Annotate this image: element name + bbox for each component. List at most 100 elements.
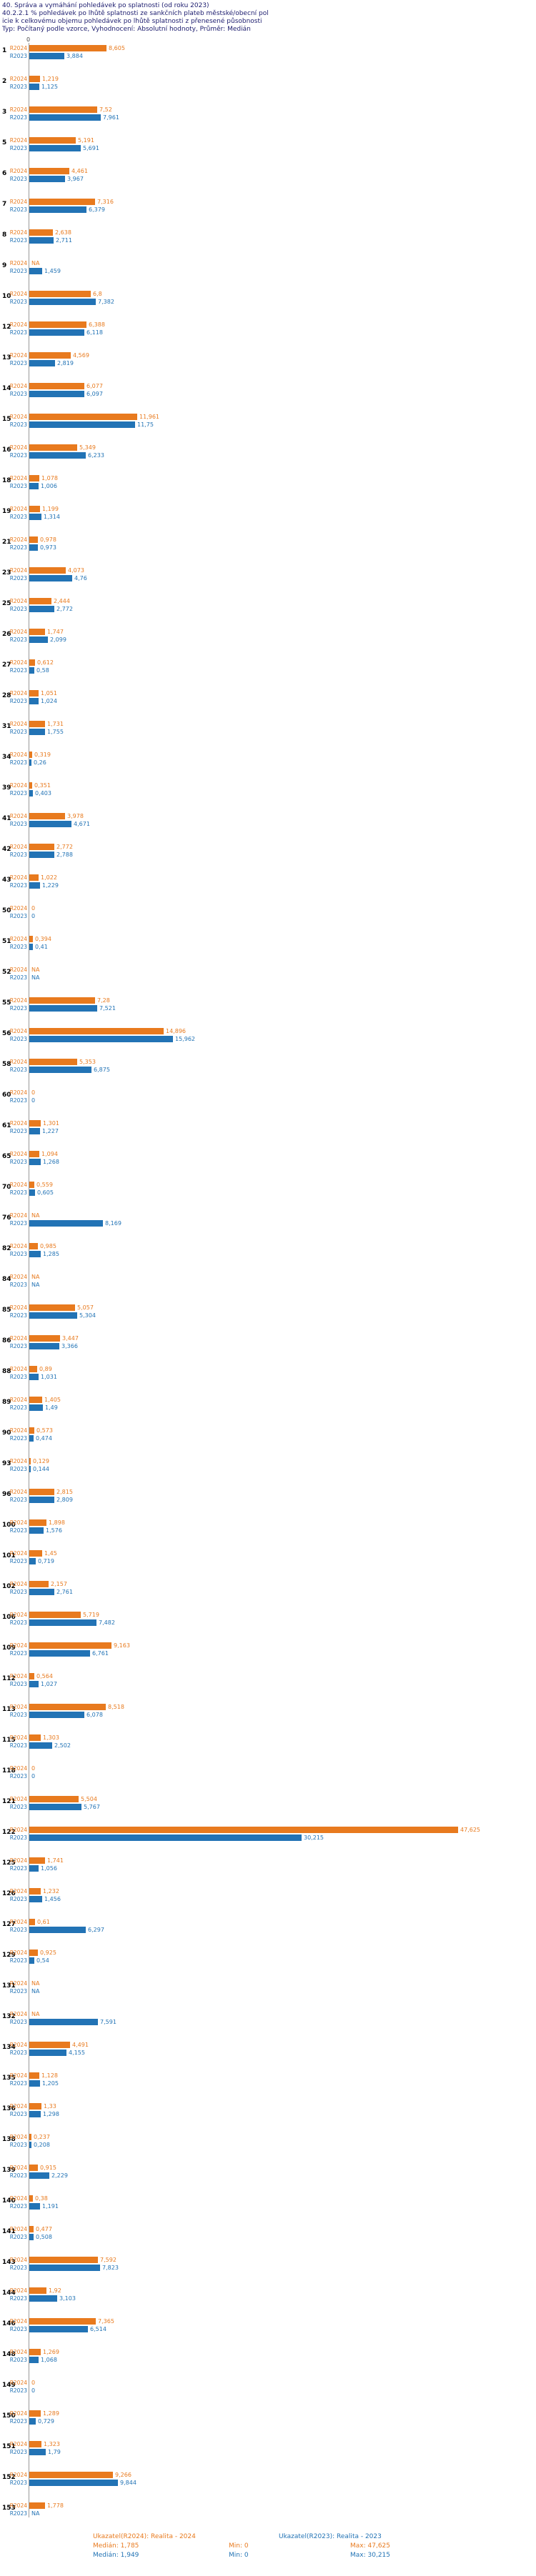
bar-r2024[interactable]: [29, 1612, 81, 1618]
bar-r2024[interactable]: [29, 168, 69, 174]
bar-r2024[interactable]: [29, 629, 45, 635]
bar-r2023[interactable]: [29, 882, 40, 889]
bar-r2023[interactable]: [29, 1712, 84, 1718]
bar-r2024[interactable]: [29, 1919, 35, 1925]
bar-r2024[interactable]: [29, 1182, 34, 1188]
bar-r2023[interactable]: [29, 391, 84, 397]
bar-r2023[interactable]: [29, 667, 34, 674]
bar-r2023[interactable]: [29, 2326, 88, 2332]
bar-r2024[interactable]: [29, 1427, 34, 1434]
bar-r2023[interactable]: [29, 2111, 41, 2117]
bar-r2024[interactable]: [29, 2165, 38, 2171]
bar-r2023[interactable]: [29, 1896, 42, 1902]
bar-r2023[interactable]: [29, 1497, 54, 1503]
bar-r2024[interactable]: [29, 997, 95, 1004]
bar-r2023[interactable]: [29, 1865, 39, 1872]
bar-r2023[interactable]: [29, 575, 72, 581]
bar-r2024[interactable]: [29, 45, 106, 51]
bar-r2024[interactable]: [29, 2134, 31, 2140]
bar-r2023[interactable]: [29, 1589, 54, 1595]
bar-r2024[interactable]: [29, 659, 35, 666]
bar-r2023[interactable]: [29, 1650, 90, 1657]
bar-r2023[interactable]: [29, 514, 41, 520]
bar-r2023[interactable]: [29, 1251, 41, 1257]
bar-r2024[interactable]: [29, 1489, 54, 1495]
bar-r2023[interactable]: [29, 1404, 43, 1411]
bar-r2023[interactable]: [29, 790, 33, 797]
bar-r2023[interactable]: [29, 1189, 35, 1196]
bar-r2024[interactable]: [29, 536, 38, 543]
bar-r2023[interactable]: [29, 2480, 118, 2486]
bar-r2023[interactable]: [29, 2050, 66, 2056]
bar-r2023[interactable]: [29, 2449, 46, 2455]
bar-r2023[interactable]: [29, 421, 135, 428]
bar-r2024[interactable]: [29, 1458, 31, 1464]
bar-r2023[interactable]: [29, 1343, 59, 1349]
bar-r2023[interactable]: [29, 452, 86, 459]
bar-r2024[interactable]: [29, 1120, 41, 1127]
bar-r2023[interactable]: [29, 145, 81, 151]
bar-r2024[interactable]: [29, 2195, 33, 2202]
bar-r2024[interactable]: [29, 291, 91, 297]
bar-r2024[interactable]: [29, 137, 76, 144]
bar-r2024[interactable]: [29, 782, 32, 789]
bar-r2024[interactable]: [29, 1304, 75, 1311]
bar-r2024[interactable]: [29, 199, 95, 205]
bar-r2024[interactable]: [29, 352, 71, 359]
bar-r2023[interactable]: [29, 1312, 77, 1319]
bar-r2023[interactable]: [29, 483, 39, 489]
bar-r2024[interactable]: [29, 2349, 41, 2355]
bar-r2023[interactable]: [29, 759, 31, 766]
bar-r2023[interactable]: [29, 944, 33, 950]
bar-r2023[interactable]: [29, 544, 38, 551]
bar-r2024[interactable]: [29, 2042, 70, 2048]
bar-r2024[interactable]: [29, 1642, 111, 1649]
bar-r2023[interactable]: [29, 1374, 39, 1380]
bar-r2024[interactable]: [29, 2472, 113, 2478]
bar-r2023[interactable]: [29, 1927, 86, 1933]
bar-r2024[interactable]: [29, 2318, 96, 2325]
bar-r2023[interactable]: [29, 2265, 100, 2271]
bar-r2023[interactable]: [29, 1681, 39, 1687]
bar-r2024[interactable]: [29, 475, 39, 481]
bar-r2024[interactable]: [29, 2072, 39, 2079]
bar-r2023[interactable]: [29, 821, 71, 827]
bar-r2024[interactable]: [29, 76, 40, 82]
bar-r2024[interactable]: [29, 1857, 45, 1864]
bar-r2024[interactable]: [29, 2103, 41, 2110]
bar-r2023[interactable]: [29, 2019, 98, 2025]
bar-r2024[interactable]: [29, 936, 33, 942]
bar-r2023[interactable]: [29, 1527, 44, 1534]
bar-r2023[interactable]: [29, 206, 86, 213]
bar-r2023[interactable]: [29, 2295, 57, 2302]
bar-r2023[interactable]: [29, 2172, 49, 2179]
bar-r2024[interactable]: [29, 1243, 38, 1249]
bar-r2024[interactable]: [29, 383, 84, 389]
bar-r2023[interactable]: [29, 606, 54, 612]
bar-r2023[interactable]: [29, 2142, 31, 2148]
bar-r2024[interactable]: [29, 2226, 34, 2232]
bar-r2023[interactable]: [29, 636, 48, 643]
bar-r2024[interactable]: [29, 813, 65, 819]
bar-r2023[interactable]: [29, 176, 65, 182]
bar-r2024[interactable]: [29, 567, 66, 574]
bar-r2023[interactable]: [29, 1067, 91, 1073]
bar-r2023[interactable]: [29, 1558, 36, 1564]
bar-r2023[interactable]: [29, 1005, 97, 1012]
bar-r2024[interactable]: [29, 2287, 46, 2294]
bar-r2023[interactable]: [29, 84, 39, 90]
bar-r2023[interactable]: [29, 1742, 52, 1749]
bar-r2024[interactable]: [29, 1734, 41, 1741]
bar-r2023[interactable]: [29, 729, 45, 735]
bar-r2023[interactable]: [29, 1435, 34, 1442]
bar-r2024[interactable]: [29, 1581, 49, 1587]
bar-r2024[interactable]: [29, 506, 40, 512]
bar-r2023[interactable]: [29, 1128, 40, 1134]
bar-r2024[interactable]: [29, 229, 53, 236]
bar-r2023[interactable]: [29, 53, 64, 59]
bar-r2024[interactable]: [29, 1397, 42, 1403]
bar-r2023[interactable]: [29, 1804, 81, 1810]
bar-r2024[interactable]: [29, 1335, 60, 1342]
bar-r2023[interactable]: [29, 1466, 31, 1472]
bar-r2024[interactable]: [29, 1550, 42, 1557]
